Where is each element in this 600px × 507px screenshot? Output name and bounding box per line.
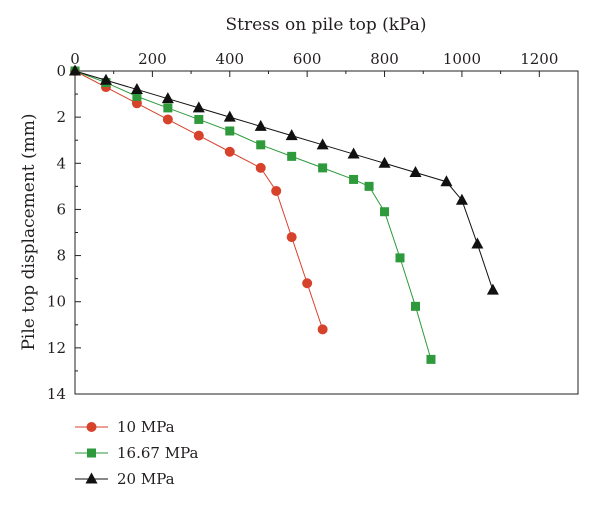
data-point-16-67-mpa (194, 114, 204, 124)
x-axis-title: Stress on pile top (kPa) (225, 15, 426, 35)
y-tick-label: 10 (47, 293, 66, 311)
data-point-16-67-mpa (225, 126, 235, 136)
data-point-16-67-mpa (132, 91, 142, 101)
data-point-16-67-mpa (256, 140, 266, 150)
legend: 10 MPa 16.67 MPa 20 MPa (75, 418, 198, 488)
series-group (69, 64, 499, 364)
x-tick-label: 200 (138, 50, 167, 68)
data-point-16-67-mpa (410, 301, 420, 311)
series-20-mpa (69, 64, 499, 295)
y-tick-label: 12 (47, 339, 66, 357)
x-tick-label: 0 (70, 50, 80, 68)
data-point-20-mpa (378, 156, 391, 168)
series-line-16-67-mpa (74, 70, 432, 360)
y-tick-label: 8 (56, 247, 66, 265)
data-point-16-67-mpa (163, 103, 173, 113)
x-tick-label: 800 (370, 50, 399, 68)
data-point-10-mpa (193, 130, 204, 141)
data-point-20-mpa (254, 119, 267, 131)
plot-frame (74, 70, 579, 395)
legend-marker-10-mpa (86, 422, 97, 432)
data-point-20-mpa (440, 175, 453, 187)
data-point-10-mpa (286, 232, 297, 243)
series-line-20-mpa (74, 70, 494, 291)
data-point-10-mpa (317, 324, 328, 335)
y-axis-title: Pile top displacement (mm) (19, 113, 39, 350)
legend-item-16-67-mpa: 16.67 MPa (75, 444, 198, 462)
data-point-10-mpa (162, 114, 173, 125)
x-tick-label: 400 (215, 50, 244, 68)
legend-item-20-mpa: 20 MPa (75, 470, 175, 488)
data-point-20-mpa (223, 110, 236, 122)
data-point-20-mpa (471, 237, 484, 249)
legend-label-20-mpa: 20 MPa (117, 470, 175, 488)
y-tick-label: 2 (56, 108, 66, 126)
y-tick-label: 0 (56, 62, 66, 80)
y-tick-label: 6 (56, 200, 66, 218)
data-point-10-mpa (302, 278, 313, 289)
data-point-20-mpa (192, 101, 205, 113)
data-point-16-67-mpa (287, 151, 297, 161)
data-point-16-67-mpa (318, 163, 328, 173)
data-point-16-67-mpa (349, 174, 359, 184)
data-point-20-mpa (69, 64, 81, 76)
data-point-10-mpa (224, 146, 235, 157)
x-tick-label: 1000 (443, 50, 481, 68)
data-point-16-67-mpa (395, 253, 405, 263)
legend-label-16-67-mpa: 16.67 MPa (117, 444, 198, 462)
data-point-10-mpa (271, 185, 282, 196)
legend-marker-16-67-mpa (87, 448, 96, 458)
data-point-20-mpa (409, 166, 422, 178)
x-tick-label: 600 (293, 50, 322, 68)
data-point-16-67-mpa (426, 354, 436, 364)
data-point-20-mpa (347, 147, 360, 159)
legend-marker-20-mpa (85, 472, 98, 484)
y-tick-label: 14 (47, 385, 66, 403)
y-tick-label: 4 (56, 154, 66, 172)
axis-ticks: 0 200 400 600 800 1000 1200 0 2 4 6 8 10 12 14 (47, 50, 558, 403)
data-point-20-mpa (316, 138, 329, 150)
legend-label-10-mpa: 10 MPa (117, 418, 175, 436)
data-point-10-mpa (255, 162, 266, 173)
data-point-20-mpa (285, 129, 298, 141)
data-point-20-mpa (99, 73, 112, 85)
data-point-16-67-mpa (364, 181, 374, 191)
data-point-20-mpa (455, 193, 468, 205)
data-point-20-mpa (486, 283, 499, 295)
legend-item-10-mpa: 10 MPa (75, 418, 175, 436)
data-point-16-67-mpa (380, 207, 390, 217)
series-16-67-mpa (70, 66, 436, 364)
data-point-20-mpa (161, 92, 174, 104)
data-point-20-mpa (130, 82, 143, 94)
x-tick-label: 1200 (520, 50, 558, 68)
